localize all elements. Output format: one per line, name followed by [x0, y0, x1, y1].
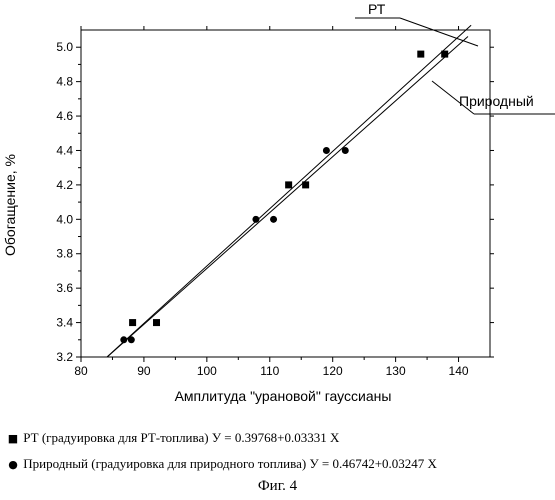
point-natural: [128, 336, 135, 343]
plot-frame: [81, 30, 490, 357]
x-tick-label: 140: [449, 364, 469, 378]
x-tick-label: 130: [386, 364, 406, 378]
y-tick-label: 4.0: [56, 212, 73, 226]
y-tick-label: 3.4: [56, 316, 73, 330]
y-tick-label: 3.2: [56, 350, 73, 364]
point-natural: [342, 147, 349, 154]
x-tick-label: 80: [74, 364, 88, 378]
y-tick-label: 5.0: [56, 40, 73, 54]
point-rt: [302, 181, 309, 188]
legend-text-natural: Природный (градуировка для природного то…: [23, 456, 437, 471]
x-tick-label: 100: [197, 364, 217, 378]
y-tick-label: 3.8: [56, 247, 73, 261]
y-tick-label: 4.8: [56, 75, 73, 89]
point-rt: [129, 319, 136, 326]
callout-label-rt: РТ: [368, 1, 386, 17]
callout-leader-rt-diag: [400, 18, 478, 46]
y-tick-label: 4.4: [56, 143, 73, 157]
x-axis-title: Амплитуда "урановой" гауссианы: [175, 388, 392, 404]
point-rt: [417, 51, 424, 58]
y-axis-title: Обогащение, %: [2, 154, 18, 256]
fit-line-rt: [107, 25, 471, 357]
figure-caption: Фиг. 4: [0, 478, 555, 495]
square-marker-icon: ■: [6, 432, 20, 445]
point-rt: [153, 319, 160, 326]
point-natural: [270, 216, 277, 223]
point-rt: [285, 181, 292, 188]
y-tick-label: 4.6: [56, 109, 73, 123]
legend-text-rt: РТ (градуировка для РТ-топлива) У = 0.39…: [23, 430, 339, 445]
point-natural: [252, 216, 259, 223]
legend-entry-rt: ■ РТ (градуировка для РТ-топлива) У = 0.…: [6, 430, 339, 446]
fit-line-natural: [107, 37, 468, 357]
point-natural: [120, 336, 127, 343]
y-axis-ticks: 3.2 3.4 3.6 3.8 4.0 4.2 4.4 4.6 4.8 5.0: [56, 40, 494, 364]
circle-marker-icon: ●: [6, 458, 20, 471]
point-rt: [441, 51, 448, 58]
y-tick-label: 4.2: [56, 178, 73, 192]
plot-border: [81, 30, 490, 357]
x-tick-label: 110: [260, 364, 279, 378]
callout-label-natural: Природный: [459, 93, 534, 109]
y-tick-label: 3.6: [56, 281, 73, 295]
fit-lines: [107, 25, 471, 357]
point-natural: [323, 147, 330, 154]
legend-entry-natural: ● Природный (градуировка для природного …: [6, 456, 437, 472]
x-tick-label: 90: [137, 364, 151, 378]
x-tick-label: 120: [323, 364, 343, 378]
callouts: РТ Природный: [355, 1, 555, 114]
